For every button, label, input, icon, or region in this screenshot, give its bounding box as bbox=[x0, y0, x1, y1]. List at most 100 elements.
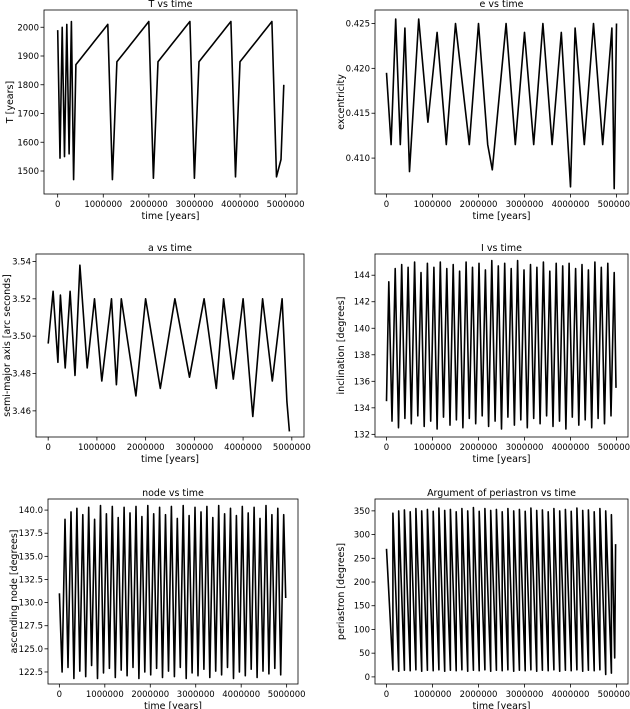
x-tick-label: 2000000 bbox=[127, 443, 165, 453]
x-axis-label: time [years] bbox=[472, 701, 530, 709]
x-tick-label: 4000000 bbox=[552, 200, 590, 210]
y-tick-label: 200 bbox=[354, 578, 370, 588]
x-tick-label: 3000000 bbox=[176, 200, 214, 210]
x-tick-label: 1000000 bbox=[414, 200, 452, 210]
y-tick-label: 122.5 bbox=[19, 668, 43, 678]
x-tick-label: 1000000 bbox=[84, 200, 122, 210]
x-tick-label: 0 bbox=[45, 443, 50, 453]
subplot-1: 0 1000000 2000000 3000000 4000000 5000000 1500… bbox=[5, 0, 305, 222]
subplot-6: 0 1000000 2000000 3000000 4000000 5000000 0 50 1… bbox=[336, 488, 630, 709]
x-tick-label: 2000000 bbox=[460, 690, 498, 700]
y-tick-label: 150 bbox=[354, 602, 370, 612]
y-axis-label: ascending node [degrees] bbox=[9, 530, 20, 654]
y-tick-label: 3.54 bbox=[12, 257, 31, 267]
y-tick-label: 0.425 bbox=[346, 19, 370, 29]
y-tick-label: 138 bbox=[354, 351, 370, 361]
series-line-1 bbox=[47, 264, 291, 432]
y-tick-label: 1500 bbox=[17, 167, 39, 177]
y-tick-label: 132 bbox=[354, 430, 370, 440]
x-tick-label: 4000000 bbox=[222, 690, 260, 700]
plot-frame bbox=[35, 253, 305, 438]
x-tick-label: 3000000 bbox=[177, 690, 215, 700]
x-tick-label: 4000000 bbox=[552, 690, 590, 700]
y-tick-label: 136 bbox=[354, 377, 370, 387]
y-axis-label: inclination [degrees] bbox=[336, 297, 347, 395]
plot-frame bbox=[47, 498, 299, 685]
y-tick-label: 130.0 bbox=[19, 599, 43, 609]
x-tick-label: 3000000 bbox=[506, 690, 544, 700]
series-line-1 bbox=[385, 18, 618, 190]
x-tick-label: 3000000 bbox=[506, 200, 544, 210]
y-tick-label: 0.410 bbox=[346, 154, 370, 164]
y-tick-label: 144 bbox=[354, 271, 370, 281]
x-axis-label: time [years] bbox=[141, 454, 199, 465]
x-tick-label: 1000000 bbox=[86, 690, 124, 700]
x-tick-label: 5000000 bbox=[273, 443, 311, 453]
plot-frame bbox=[374, 498, 629, 685]
chart-title: node vs time bbox=[142, 488, 204, 499]
series-line-1 bbox=[385, 506, 617, 676]
x-tick-label: 1000000 bbox=[414, 690, 452, 700]
x-tick-label: 1000000 bbox=[414, 443, 452, 453]
x-tick-label: 5000000 bbox=[598, 443, 630, 453]
series-line-1 bbox=[58, 504, 287, 680]
subplot-5: 0 1000000 2000000 3000000 4000000 5000000 122.… bbox=[9, 488, 306, 709]
y-tick-label: 3.50 bbox=[12, 332, 31, 342]
x-tick-label: 5000000 bbox=[268, 690, 306, 700]
x-axis-label: time [years] bbox=[141, 211, 199, 222]
x-tick-label: 4000000 bbox=[221, 200, 259, 210]
chart-title: T vs time bbox=[148, 0, 193, 10]
y-tick-label: 0.415 bbox=[346, 109, 370, 119]
plot-frame bbox=[374, 9, 629, 195]
y-tick-label: 125.0 bbox=[19, 645, 43, 655]
y-tick-label: 3.46 bbox=[12, 407, 31, 417]
y-tick-label: 134 bbox=[354, 404, 370, 414]
y-tick-label: 127.5 bbox=[19, 622, 43, 632]
x-tick-label: 0 bbox=[384, 443, 389, 453]
y-tick-label: 1700 bbox=[17, 110, 39, 120]
x-tick-label: 2000000 bbox=[131, 690, 169, 700]
x-tick-label: 5000000 bbox=[598, 690, 630, 700]
y-tick-label: 250 bbox=[354, 554, 370, 564]
y-tick-label: 350 bbox=[354, 507, 370, 517]
x-tick-label: 0 bbox=[384, 690, 389, 700]
y-tick-label: 137.5 bbox=[19, 529, 43, 539]
x-tick-label: 4000000 bbox=[224, 443, 262, 453]
chart-title: a vs time bbox=[148, 243, 192, 254]
x-tick-label: 3000000 bbox=[175, 443, 213, 453]
subplot-3: 0 1000000 2000000 3000000 4000000 5000000 3.46… bbox=[2, 243, 311, 465]
y-axis-label: periastron [degrees] bbox=[336, 543, 347, 640]
x-tick-label: 5000000 bbox=[598, 200, 630, 210]
y-tick-label: 140 bbox=[354, 324, 370, 334]
y-tick-label: 135.0 bbox=[19, 552, 43, 562]
chart-title: I vs time bbox=[481, 243, 522, 254]
x-tick-label: 2000000 bbox=[130, 200, 168, 210]
plot-frame bbox=[374, 253, 629, 438]
x-tick-label: 4000000 bbox=[552, 443, 590, 453]
x-axis-label: time [years] bbox=[472, 211, 530, 222]
x-tick-label: 1000000 bbox=[78, 443, 116, 453]
y-tick-label: 3.52 bbox=[12, 295, 31, 305]
y-tick-label: 2000 bbox=[17, 23, 39, 33]
chart-title: e vs time bbox=[480, 0, 524, 10]
series-line-1 bbox=[385, 259, 617, 430]
y-tick-label: 140.0 bbox=[19, 506, 43, 516]
y-tick-label: 0.420 bbox=[346, 64, 370, 74]
x-tick-label: 2000000 bbox=[460, 443, 498, 453]
x-tick-label: 3000000 bbox=[506, 443, 544, 453]
x-tick-label: 0 bbox=[384, 200, 389, 210]
plot-frame bbox=[43, 9, 298, 195]
y-tick-label: 142 bbox=[354, 298, 370, 308]
y-axis-label: semi-major axis [arc seconds] bbox=[2, 274, 13, 417]
chart-title: Argument of periastron vs time bbox=[427, 488, 576, 499]
y-tick-label: 50 bbox=[359, 649, 370, 659]
subplot-2: 0 1000000 2000000 3000000 4000000 5000000 0.41… bbox=[336, 0, 630, 222]
y-tick-label: 1900 bbox=[17, 52, 39, 62]
x-axis-label: time [years] bbox=[144, 701, 202, 709]
y-tick-label: 300 bbox=[354, 531, 370, 541]
y-tick-label: 3.48 bbox=[12, 370, 31, 380]
subplot-4: 0 1000000 2000000 3000000 4000000 5000000 132 1… bbox=[336, 243, 630, 465]
y-tick-label: 132.5 bbox=[19, 575, 43, 585]
x-axis-label: time [years] bbox=[472, 454, 530, 465]
